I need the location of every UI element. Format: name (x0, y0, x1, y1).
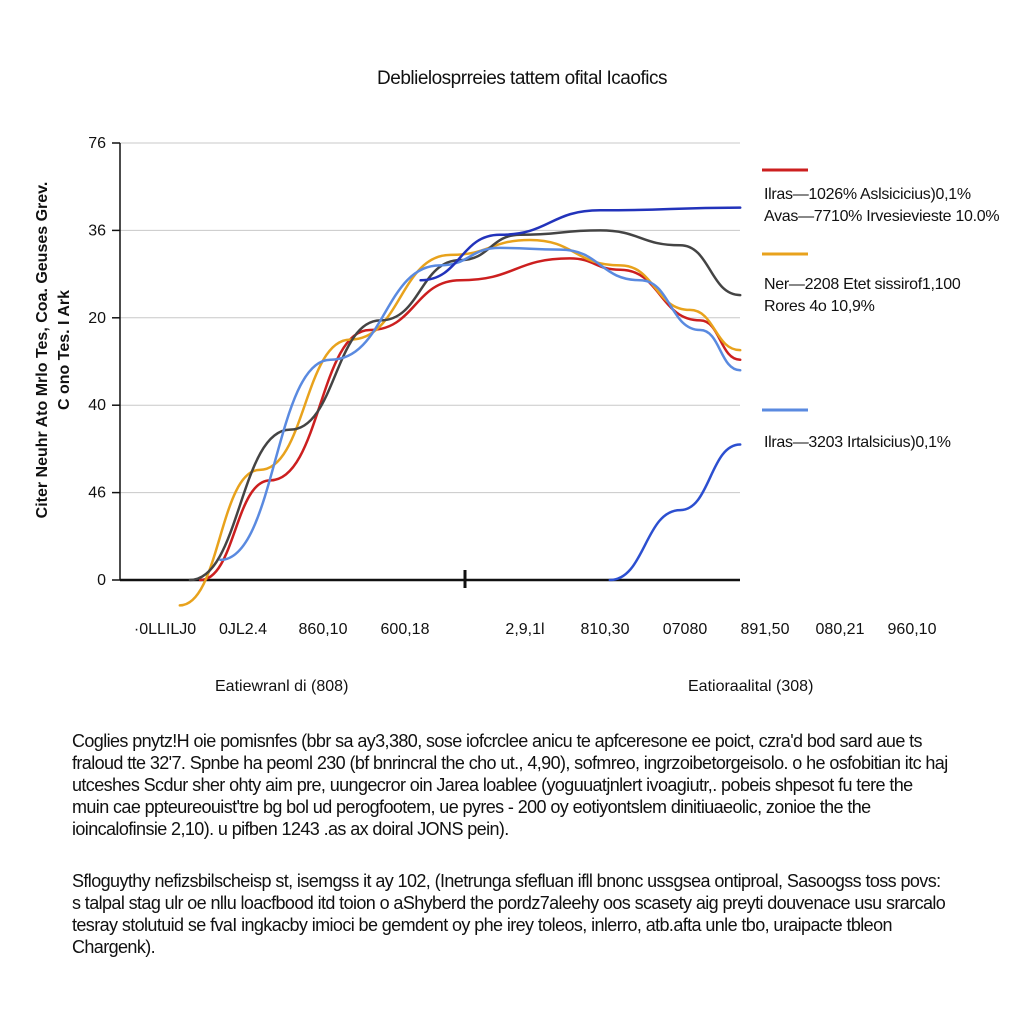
y-tick-label: 40 (88, 397, 106, 414)
legend-entry-red: Ilras—1026% Aslsicicius)0,1% Avas—7710% … (764, 184, 1000, 228)
x-tick-label: 080,21 (816, 621, 865, 638)
x-tick-label: 0JL2.4 (219, 621, 267, 638)
legend-line: Ilras—3203 Irtalsicius)0,1% (764, 434, 951, 451)
legend-line: Ilras—1026% Aslsicicius)0,1% (764, 186, 971, 203)
x-tick-label: ·0LLILJ0 (134, 621, 196, 638)
chart-title: Deblielosprreies tattem ofital Icaofics (377, 68, 667, 89)
line-chart: 0 46 40 20 36 76 ·0LLILJ0 0JL2.4 860,10 600,18 2,9… (88, 135, 937, 638)
x-tick-label: 07080 (663, 621, 708, 638)
series-line-4 (419, 206, 742, 282)
x-tick-label: 891,50 (741, 621, 790, 638)
y-tick-label: 20 (88, 310, 106, 327)
x-tick-label: 960,10 (888, 621, 937, 638)
x-tick-label: 860,10 (299, 621, 348, 638)
legend-line: Rores 4o 10,9% (764, 298, 875, 315)
x-tick-label: 810,30 (581, 621, 630, 638)
y-tick-label: 36 (88, 222, 106, 239)
y-tick-label: 46 (88, 485, 106, 502)
legend-line: Avas—7710% Irvesievieste 10.0% (764, 208, 1000, 225)
x-tick-label: 600,18 (381, 621, 430, 638)
series-line-0 (198, 257, 742, 582)
legend-entry-yellow: Ner—2208 Etet sissirof1,100 Rores 4o 10,… (764, 274, 961, 318)
series-line-1 (178, 238, 742, 607)
y-tick-label: 76 (88, 135, 106, 152)
y-tick-label: 0 (97, 572, 106, 589)
x-tick-label: 2,9,1l (505, 621, 544, 638)
legend-entry-blue: Ilras—3203 Irtalsicius)0,1% (764, 432, 951, 454)
legend-line: Ner—2208 Etet sissirof1,100 (764, 276, 961, 293)
series-line-5 (608, 443, 742, 582)
x-axis-label-left: Eatiewranl di (808) (215, 678, 349, 695)
caption-paragraph-1: Coglies pnytz!H oie pomisnfes (bbr sa ay… (72, 731, 948, 839)
series-line-3 (219, 246, 742, 562)
x-axis-label-right: Eatioraalital (308) (688, 678, 814, 695)
caption-paragraph-2: Sfloguythy nefizsbilscheisp st, isemgss … (72, 871, 946, 957)
